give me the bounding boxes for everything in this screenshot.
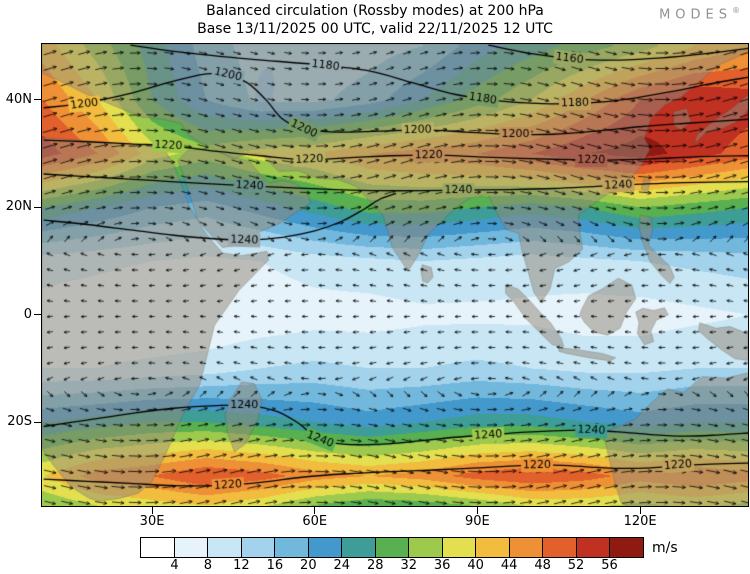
colorbar-tick-label: 8 — [203, 558, 213, 573]
colorbar-segment — [374, 538, 409, 557]
colorbar-segment — [609, 538, 643, 557]
lon-tick — [151, 507, 153, 514]
lat-tick — [34, 421, 41, 423]
colorbar-tick-label: 48 — [534, 558, 551, 573]
colorbar-segment — [408, 538, 442, 557]
colorbar-segment — [575, 538, 610, 557]
lon-tick-label: 30E — [139, 514, 165, 529]
lon-tick — [476, 507, 478, 514]
colorbar-segment — [207, 538, 241, 557]
colorbar-tick-label: 56 — [601, 558, 618, 573]
colorbar-tick-label: 20 — [300, 558, 317, 573]
colorbar-tick-label: 40 — [467, 558, 484, 573]
colorbar-segment — [542, 538, 576, 557]
lat-tick-label: 20S — [7, 414, 32, 430]
lat-tick — [34, 99, 41, 101]
colorbar-segment — [141, 538, 174, 557]
modes-logo: MODES® — [659, 6, 740, 22]
lon-tick-label: 90E — [465, 514, 490, 529]
lat-tick — [34, 206, 41, 208]
colorbar-segment — [341, 538, 375, 557]
colorbar-tick-label: 52 — [567, 558, 585, 573]
lon-tick-label: 120E — [623, 514, 657, 529]
colorbar-tick-label: 12 — [233, 558, 250, 573]
contours-arrows-canvas — [42, 44, 748, 506]
colorbar-segment — [508, 538, 543, 557]
lat-tick — [34, 314, 41, 316]
colorbar-tick-label: 16 — [266, 558, 284, 573]
colorbar-segment — [274, 538, 308, 557]
modes-logo-text: MODES — [659, 7, 732, 23]
lat-tick-label: 20N — [5, 199, 32, 215]
registered-trademark-icon: ® — [732, 6, 740, 15]
colorbar-segment — [173, 538, 208, 557]
lat-tick-label: 40N — [5, 91, 32, 107]
colorbar-tick-label: 4 — [170, 558, 179, 573]
chart-title: Balanced circulation (Rossby modes) at 2… — [206, 3, 544, 19]
colorbar-tick-label: 44 — [500, 558, 518, 573]
lon-tick — [314, 507, 316, 514]
lon-tick — [639, 507, 641, 514]
colorbar — [140, 537, 644, 558]
colorbar-tick-label: 32 — [400, 558, 417, 573]
colorbar-tick-labels: 4 8 12 16 20 24 28 32 36 40 44 48 52 56 — [141, 558, 643, 574]
lon-tick-label: 60E — [302, 514, 328, 529]
colorbar-segment — [307, 538, 342, 557]
colorbar-segment — [441, 538, 476, 557]
colorbar-segment — [240, 538, 275, 557]
colorbar-tick-label: 28 — [366, 558, 384, 573]
colorbar-unit-label: m/s — [652, 540, 678, 556]
colorbar-segment — [475, 538, 509, 557]
chart-subtitle: Base 13/11/2025 00 UTC, valid 22/11/2025… — [197, 21, 553, 37]
colorbar-tick-label: 36 — [433, 558, 451, 573]
lat-tick-label: 0 — [23, 306, 32, 322]
colorbar-tick-label: 24 — [333, 558, 351, 573]
map-frame — [41, 43, 749, 507]
